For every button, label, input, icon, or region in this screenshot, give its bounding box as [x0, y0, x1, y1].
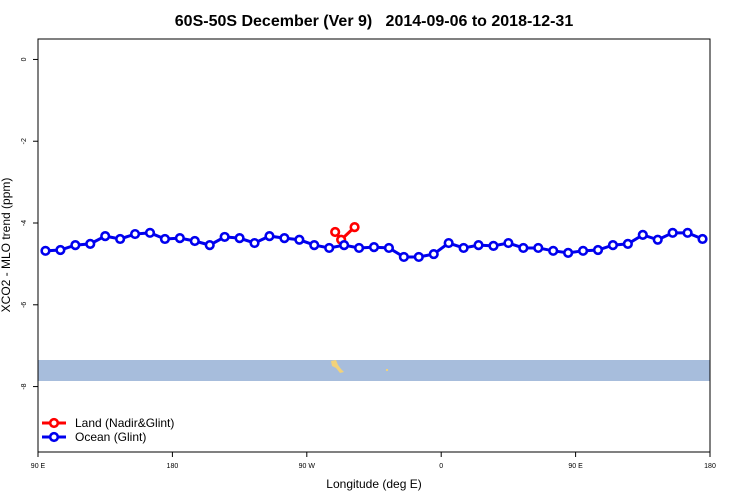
x-tick-label: 90 W [299, 463, 316, 470]
x-axis-label: Longitude (deg E) [326, 477, 421, 491]
data-point [189, 235, 200, 247]
legend-marker [48, 431, 60, 443]
y-tick-label: -6 [21, 302, 28, 308]
data-point [473, 239, 484, 251]
data-point [349, 221, 360, 233]
data-point [144, 227, 156, 238]
data-point [353, 242, 365, 254]
data-point [55, 244, 66, 256]
x-tick-label: 90 E [31, 463, 46, 470]
data-point [234, 233, 245, 244]
data-point [428, 248, 439, 260]
data-point [563, 247, 574, 258]
data-point [652, 234, 663, 245]
data-point [204, 239, 215, 251]
data-point [159, 233, 171, 245]
data-point [503, 237, 514, 249]
data-point [488, 240, 499, 252]
data-point [697, 233, 708, 245]
data-point [294, 234, 305, 245]
x-tick-label: 90 E [568, 463, 583, 470]
data-point [85, 238, 96, 249]
data-point [40, 245, 51, 256]
data-point [383, 242, 395, 254]
data-point [413, 251, 424, 263]
data-point [443, 237, 454, 249]
data-point [129, 228, 141, 240]
data-point [667, 227, 678, 238]
y-axis-label: XCO2 - MLO trend (ppm) [0, 178, 13, 313]
legend-label: Ocean (Glint) [75, 430, 146, 444]
data-point [637, 229, 648, 240]
plot-frame [37, 38, 711, 453]
data-point [607, 239, 619, 251]
legend-label: Land (Nadir&Glint) [75, 416, 174, 430]
data-point [264, 230, 275, 242]
map-strip [38, 360, 710, 381]
y-tick-label: 0 [21, 57, 28, 61]
data-point [622, 238, 633, 249]
y-tick-label: -4 [21, 220, 28, 226]
data-point [339, 239, 350, 251]
data-point [577, 245, 589, 256]
data-point [324, 242, 335, 254]
data-point [100, 230, 111, 242]
y-tick-label: -8 [21, 383, 28, 389]
chart-title: 60S-50S December (Ver 9) 2014-09-06 to 2… [175, 13, 574, 30]
land-patch [331, 360, 344, 373]
data-point [533, 242, 544, 254]
legend-marker [48, 417, 60, 429]
land-patch [386, 369, 388, 371]
data-point [592, 244, 604, 256]
data-point [368, 242, 380, 253]
data-point [309, 239, 320, 251]
data-point [458, 242, 469, 254]
data-point [115, 233, 126, 245]
data-point [249, 237, 260, 249]
data-point [398, 251, 409, 263]
data-point [330, 226, 341, 238]
data-point [70, 239, 81, 251]
data-point [548, 245, 559, 256]
y-tick-label: -2 [21, 138, 28, 144]
data-point [279, 233, 290, 244]
x-tick-label: 180 [167, 463, 179, 470]
x-tick-label: 0 [439, 463, 443, 470]
ocean-strip [38, 360, 710, 381]
data-point [219, 231, 230, 243]
data-point [174, 233, 185, 244]
data-point [518, 242, 529, 254]
x-tick-label: 180 [704, 463, 716, 470]
data-point [682, 227, 693, 238]
